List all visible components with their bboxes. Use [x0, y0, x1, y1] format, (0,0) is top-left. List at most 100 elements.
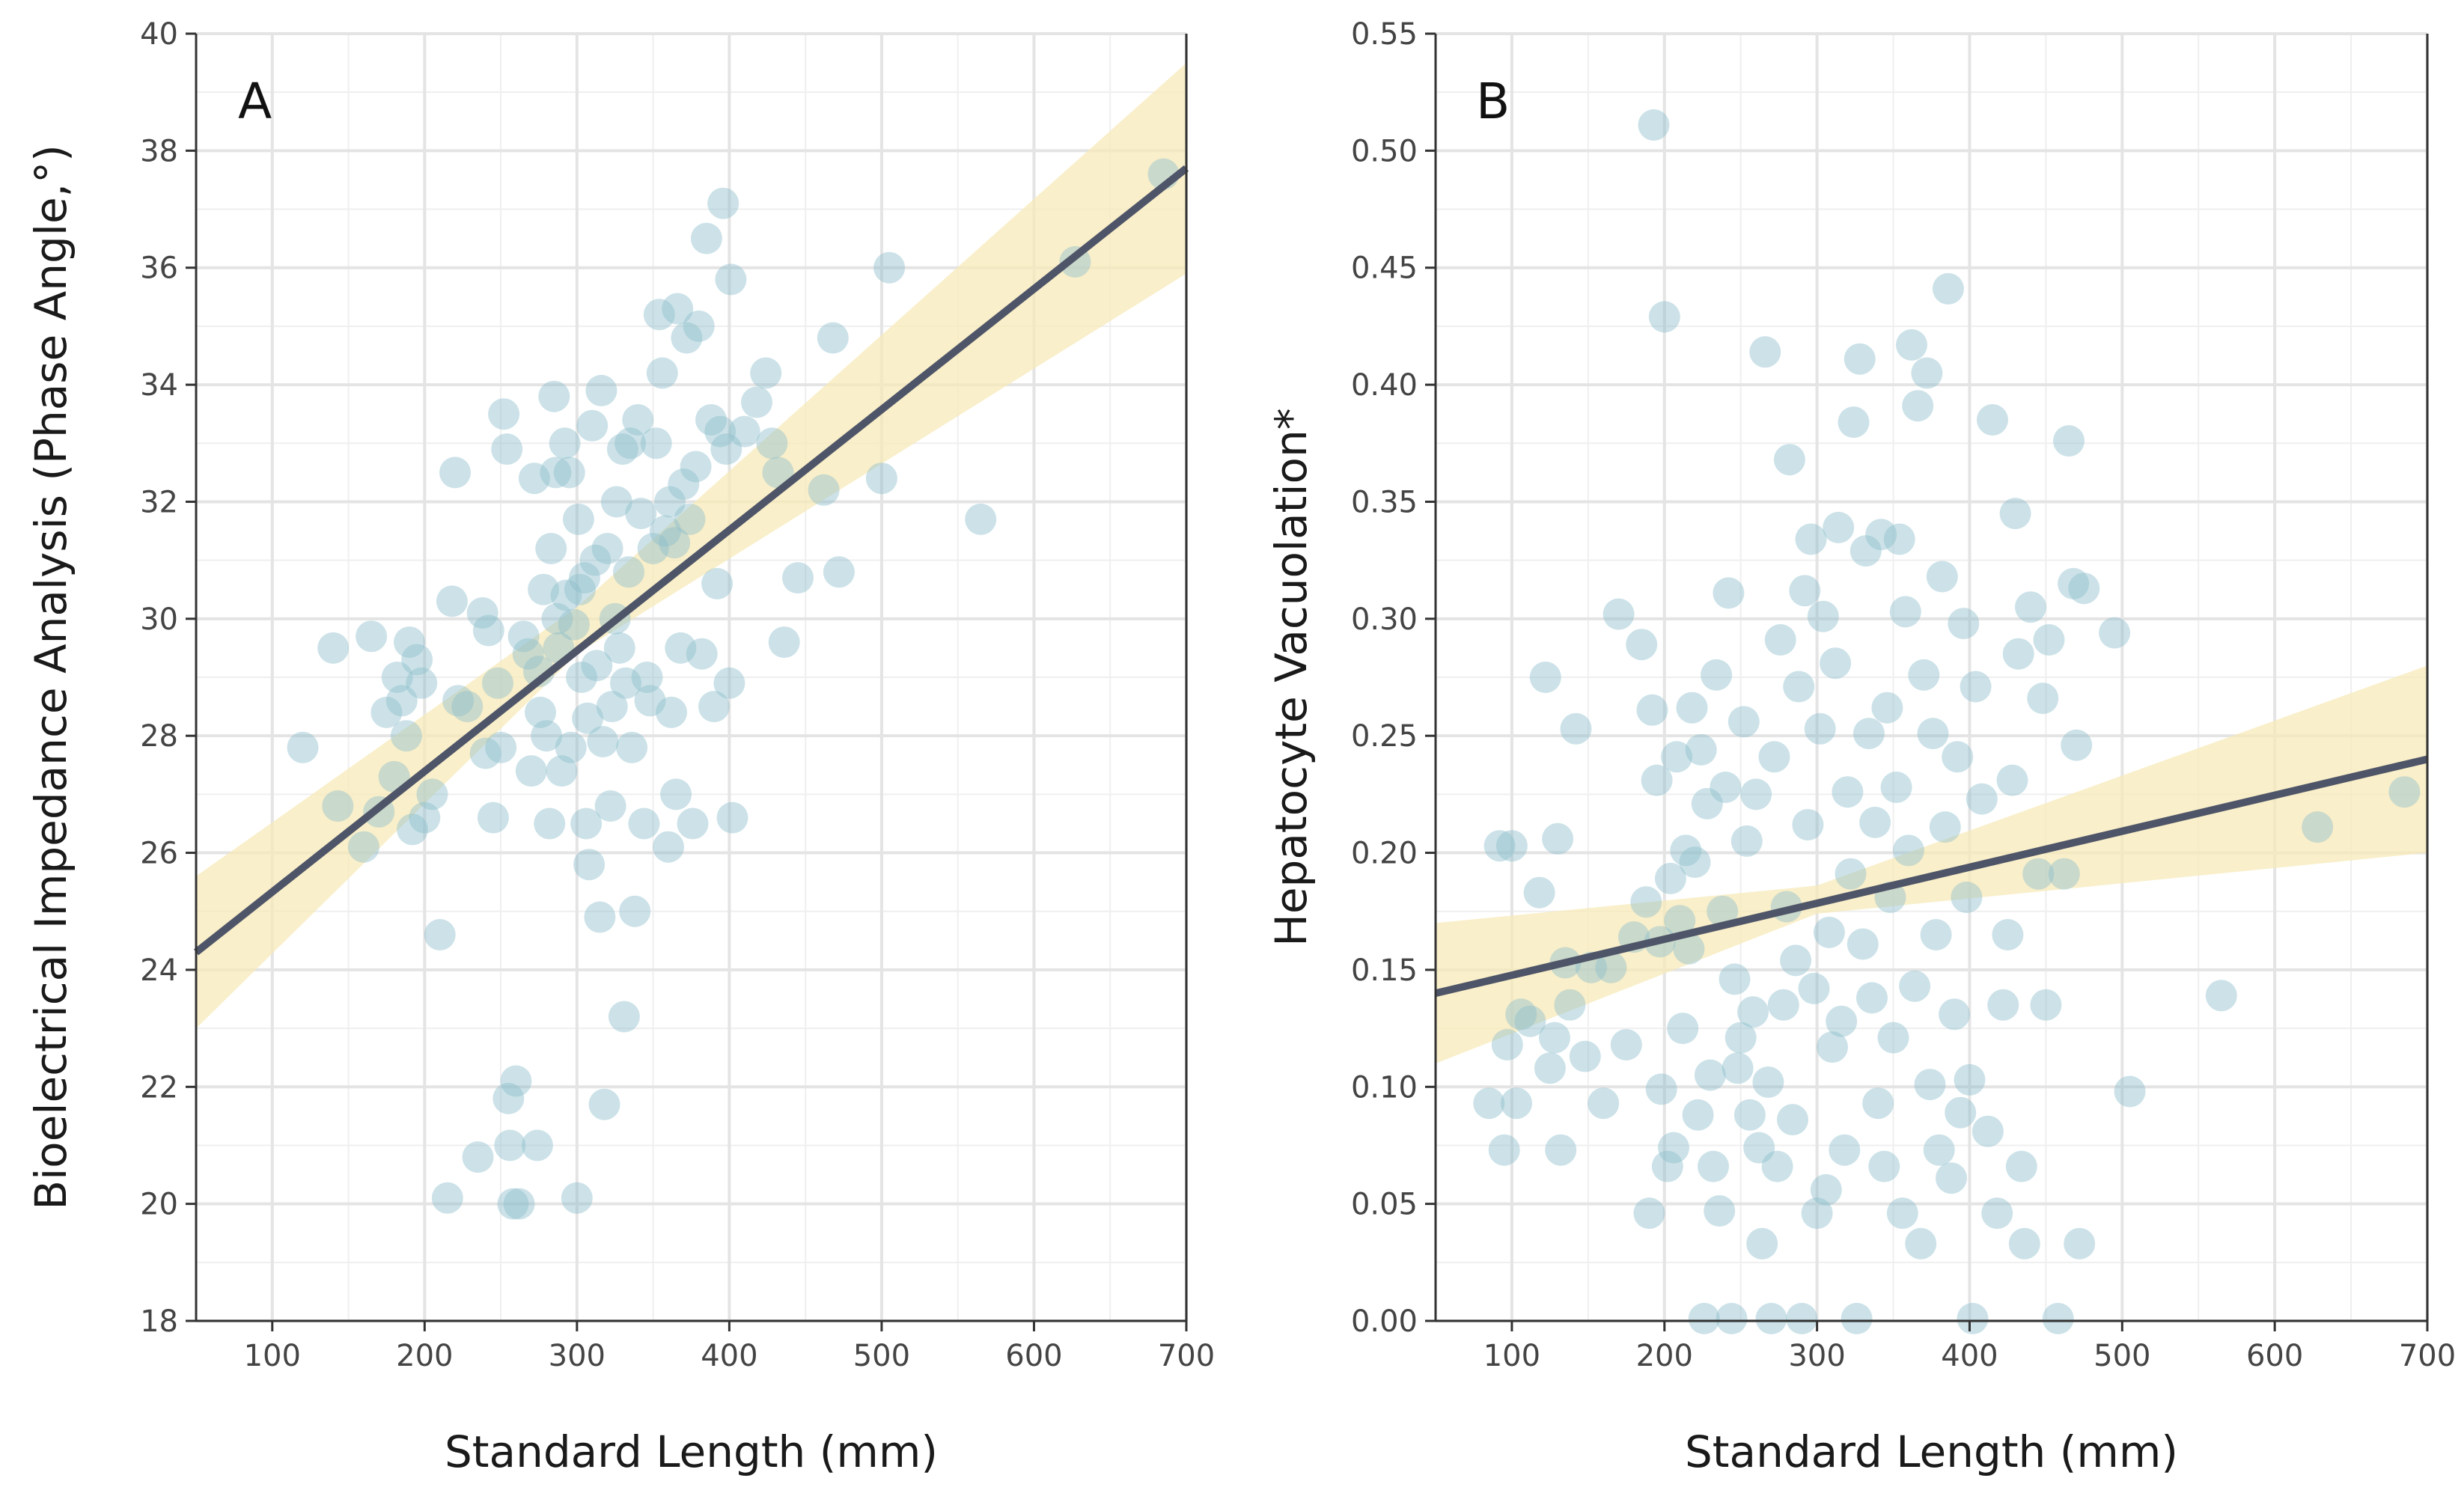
panel-b-point-93	[1835, 858, 1867, 890]
panel-b-point-126	[1936, 1162, 1967, 1194]
panel-a-point-2	[322, 790, 354, 822]
panel-b-point-61	[1737, 996, 1769, 1028]
panel-a-point-90	[634, 685, 666, 717]
panel-a-point-55	[553, 457, 585, 489]
panel-b-point-153	[2053, 425, 2085, 457]
panel-b-point-117	[1908, 659, 1940, 691]
panel-a-point-23	[462, 1141, 494, 1173]
panel-b-point-110	[1886, 1197, 1918, 1230]
panel-b-point-134	[1960, 671, 1992, 703]
panel-b-point-138	[1981, 1197, 2013, 1230]
panel-b-point-7	[1514, 1005, 1546, 1037]
panel-a-point-28	[482, 667, 513, 699]
panel-b-point-16	[1560, 712, 1592, 745]
panel-a-point-4	[356, 620, 388, 653]
panel-b-point-21	[1602, 598, 1635, 630]
panel-a-point-103	[668, 468, 700, 500]
panel-a-point-58	[561, 1182, 593, 1214]
panel-a-point-54	[550, 579, 582, 611]
panel-a-point-80	[608, 1001, 640, 1033]
panel-a-y-tick-label-4: 26	[140, 837, 178, 871]
panel-a-point-114	[704, 415, 737, 448]
panel-a-point-84	[616, 731, 648, 763]
panel-b-point-119	[1914, 1069, 1946, 1101]
panel-a-point-109	[686, 638, 718, 670]
panel-a-point-111	[695, 404, 727, 436]
panel-a-point-48	[538, 380, 570, 412]
panel-a-point-21	[442, 685, 475, 717]
panel-b-y-tick-label-8: 0.40	[1351, 368, 1418, 403]
panel-b-y-tick-labels: 0.00 0.05 0.10 0.15 0.20 0.25 0.30 0.35 0.40 0.45…	[1351, 17, 1418, 1339]
panel-a-point-132	[965, 503, 997, 535]
panel-a-point-102	[665, 632, 697, 664]
panel-a-point-130	[865, 462, 897, 495]
panel-a-point-120	[728, 415, 760, 448]
panel-b-point-40	[1673, 932, 1705, 965]
panel-b-point-22	[1610, 1029, 1642, 1060]
panel-a-point-61	[566, 662, 597, 693]
panel-a-point-71	[587, 726, 619, 757]
panel-b-point-137	[1977, 404, 2008, 436]
panel-a-y-tick-label-5: 28	[140, 719, 178, 754]
panel-b-point-155	[2061, 729, 2093, 761]
panel-b-point-113	[1896, 329, 1927, 361]
panel-b-point-50	[1704, 1195, 1736, 1227]
panel-a-point-124	[762, 457, 794, 489]
panel-a-y-tick-label-0: 18	[140, 1304, 178, 1339]
panel-b-point-109	[1883, 523, 1915, 555]
panel-a-point-100	[660, 778, 692, 810]
panel-b-point-60	[1733, 1099, 1766, 1131]
panel-a-point-9	[385, 685, 418, 717]
panel-b-point-152	[2048, 858, 2080, 890]
panel-b-point-38	[1667, 1013, 1699, 1045]
panel-b-point-85	[1810, 1173, 1842, 1206]
panel-b-point-12	[1542, 822, 1574, 855]
panel-b-point-107	[1877, 1022, 1909, 1054]
panel-a-point-106	[677, 808, 709, 840]
panel-a-point-8	[381, 662, 413, 693]
panel-b-x-tick-labels: 100 200 300 400 500 600 700	[1483, 1339, 2456, 1373]
panel-a-point-47	[535, 533, 567, 564]
panel-b-point-154	[2058, 567, 2090, 599]
panel-a-y-tick-label-6: 30	[140, 602, 178, 637]
panel-b-point-79	[1792, 809, 1824, 840]
panel-a-point-36	[503, 1188, 535, 1220]
panel-b-y-tick-label-7: 0.35	[1351, 485, 1418, 519]
panel-a-point-10	[390, 720, 422, 752]
panel-b-y-tick-label-9: 0.45	[1351, 251, 1418, 286]
panel-a-point-31	[491, 433, 523, 465]
panel-b-y-tick-label-3: 0.15	[1351, 953, 1418, 988]
panel-b-point-148	[2027, 683, 2059, 715]
panel-a-point-74	[594, 790, 626, 822]
panel-a-point-89	[631, 662, 663, 693]
panel-a-x-tick-label-0: 100	[244, 1339, 301, 1373]
panel-a-point-66	[576, 409, 609, 442]
panel-a-point-41	[521, 1129, 553, 1161]
panel-a-point-104	[671, 322, 703, 354]
panel-b-point-25	[1630, 886, 1662, 918]
panel-a-point-92	[640, 427, 672, 460]
panel-b-point-99	[1852, 718, 1885, 750]
panel-a-point-99	[659, 527, 691, 559]
panel-b-point-135	[1966, 783, 1998, 815]
panel-b-chart: 100 200 300 400 500 600 700 0.000.050.100.150.…	[1266, 17, 2456, 1477]
panel-b-y-tick-label-5: 0.25	[1351, 719, 1418, 754]
panel-a-point-107	[680, 451, 712, 483]
panel-b-x-tick-label-0: 100	[1483, 1339, 1540, 1373]
panel-a-point-96	[653, 831, 684, 863]
panel-b-point-142	[1999, 498, 2031, 530]
panel-b-point-136	[1971, 1115, 2004, 1147]
panel-a-y-tick-label-10: 38	[140, 134, 178, 168]
panel-a-point-97	[654, 486, 686, 518]
panel-b-point-4	[1495, 830, 1528, 862]
panel-b-point-103	[1865, 519, 1897, 551]
panel-a-x-tick-label-1: 200	[396, 1339, 453, 1373]
panel-a-axes	[186, 32, 1188, 1331]
panel-a-y-axis-title: Bioelectrical Impedance Analysis (Phase …	[25, 144, 76, 1209]
panel-a-x-tick-label-3: 400	[701, 1339, 757, 1373]
panel-b-point-29	[1641, 764, 1673, 796]
panel-a-point-112	[698, 691, 730, 723]
panel-b-point-28	[1638, 109, 1670, 141]
panel-a-x-tick-labels: 100 200 300 400 500 600 700	[244, 1339, 1216, 1373]
panel-a-tag: A	[238, 73, 272, 130]
